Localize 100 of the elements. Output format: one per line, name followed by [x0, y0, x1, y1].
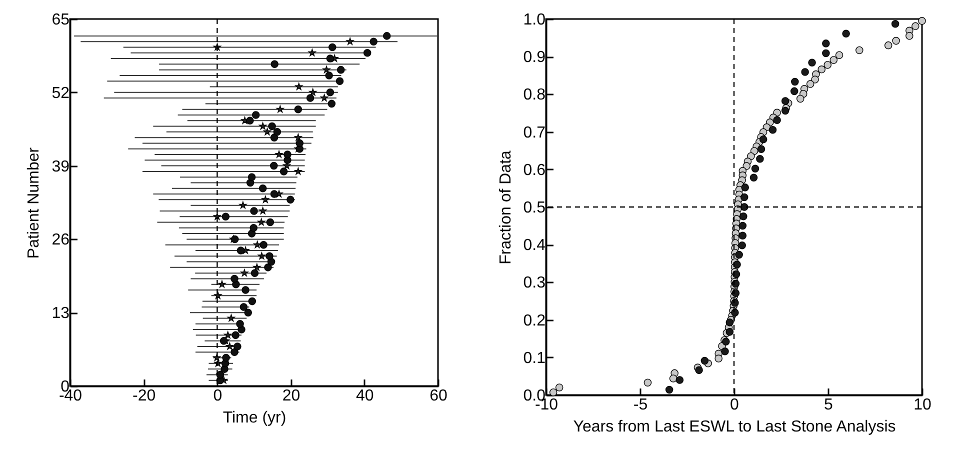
point	[242, 286, 250, 294]
point	[248, 173, 256, 181]
x-tick-label: -5	[633, 396, 648, 414]
point	[781, 106, 790, 115]
y-tick-label: 65	[52, 12, 70, 28]
point	[270, 190, 278, 198]
point	[757, 145, 766, 153]
point	[258, 122, 267, 130]
point	[336, 77, 344, 85]
point	[768, 126, 777, 134]
point	[322, 66, 330, 74]
x-tick-label: 60	[430, 388, 448, 404]
y-tick-label: 0.8	[523, 86, 546, 104]
point	[234, 342, 242, 350]
point	[320, 94, 328, 102]
point	[676, 376, 684, 384]
point	[822, 40, 830, 48]
point	[270, 60, 278, 68]
point	[309, 88, 317, 96]
x-tick-label: 10	[914, 396, 932, 414]
point	[721, 348, 729, 356]
point	[726, 328, 734, 336]
point	[260, 240, 268, 249]
point	[738, 222, 747, 230]
point	[740, 193, 748, 202]
y-tick-label: 52	[52, 84, 70, 102]
point	[294, 105, 302, 114]
point	[791, 78, 799, 86]
point	[382, 32, 391, 40]
point	[236, 246, 245, 254]
point	[284, 150, 292, 158]
point	[363, 49, 372, 57]
y-tick-label: 26	[52, 232, 70, 249]
point	[246, 116, 254, 125]
y-tick-label: 0.1	[523, 350, 546, 367]
point	[306, 94, 314, 102]
point	[336, 66, 345, 74]
point	[326, 88, 334, 96]
point	[218, 280, 226, 288]
y-tick-label: 0.2	[523, 312, 546, 330]
point	[294, 134, 302, 141]
point	[328, 100, 336, 108]
point	[286, 196, 294, 204]
y-tick-label: 1.0	[523, 12, 546, 28]
y-axis-title: Fraction of Data	[497, 150, 514, 264]
point	[280, 168, 288, 176]
point	[346, 38, 354, 45]
point	[842, 30, 850, 38]
point	[226, 342, 234, 350]
point	[700, 356, 709, 365]
point	[258, 252, 266, 260]
point	[213, 212, 222, 220]
point	[273, 128, 282, 136]
point	[294, 167, 302, 175]
point	[214, 292, 222, 300]
x-tick-label: 0	[213, 388, 222, 404]
point	[230, 348, 238, 356]
point	[801, 68, 809, 76]
point	[263, 128, 272, 136]
point	[270, 134, 278, 142]
point	[230, 274, 238, 283]
point	[244, 308, 252, 316]
point	[258, 184, 267, 192]
point	[250, 224, 258, 232]
point	[738, 241, 746, 250]
point	[740, 212, 748, 220]
point	[224, 331, 232, 339]
y-tick-label: 0.6	[523, 162, 546, 179]
x-axis-title: Time (yr)	[222, 410, 286, 426]
point	[227, 314, 236, 322]
point	[252, 111, 260, 119]
point	[220, 336, 228, 345]
x-tick-label: 5	[824, 396, 834, 414]
point	[250, 207, 258, 215]
point	[695, 366, 703, 374]
point	[326, 54, 334, 62]
y-tick-label: 0.4	[523, 237, 546, 254]
point	[773, 116, 781, 124]
point	[262, 196, 270, 204]
point	[735, 250, 743, 259]
point	[726, 318, 734, 326]
point	[236, 320, 244, 328]
point	[308, 48, 316, 56]
point	[759, 135, 768, 144]
point	[222, 354, 230, 362]
x-tick-label: 0	[730, 396, 740, 414]
x-tick-label: 20	[282, 388, 300, 404]
point	[253, 263, 261, 271]
x-axis-title: Years from Last ESWL to Last Stone Analysis	[573, 418, 896, 436]
point	[240, 269, 248, 276]
point	[275, 150, 283, 158]
point	[822, 49, 830, 58]
point	[738, 232, 747, 240]
point	[781, 97, 790, 105]
point	[222, 212, 230, 220]
point	[808, 58, 816, 66]
y-axis-title: Patient Number	[26, 146, 43, 259]
point	[253, 240, 262, 248]
point	[741, 184, 749, 192]
y-tick-label: 0.5	[523, 200, 546, 216]
